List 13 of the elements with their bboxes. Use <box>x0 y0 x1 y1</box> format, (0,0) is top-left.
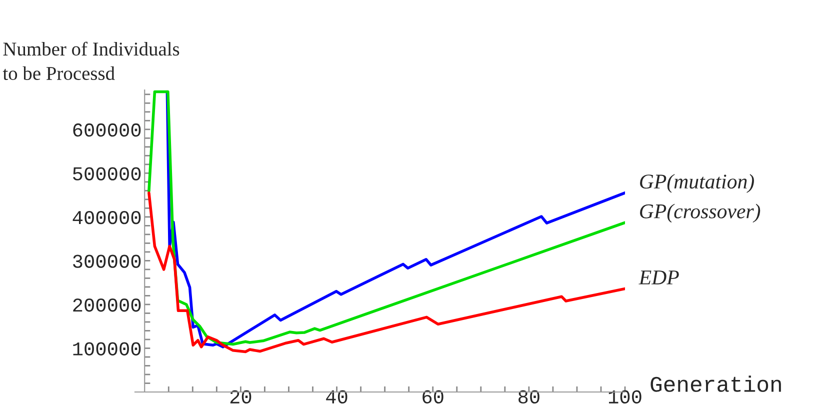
y-axis-title: Number of Individuals to be Processd <box>2 42 180 80</box>
y-tick-label: 500000 <box>73 167 141 180</box>
y-tick-label: 400000 <box>72 210 141 224</box>
y-tick-label: 300000 <box>73 254 141 268</box>
y-tick-label: 200000 <box>73 298 141 312</box>
series-label: GP(mutation) <box>640 174 754 193</box>
y-tick-label: 600000 <box>73 123 141 137</box>
series-label: EDP <box>638 270 679 284</box>
x-axis-title: Generation <box>650 376 781 392</box>
x-tick-label: 100 <box>608 390 642 404</box>
line-series <box>148 191 625 354</box>
y-tick-label: 100000 <box>73 342 141 356</box>
series-label: GP(crossover) <box>640 204 760 223</box>
